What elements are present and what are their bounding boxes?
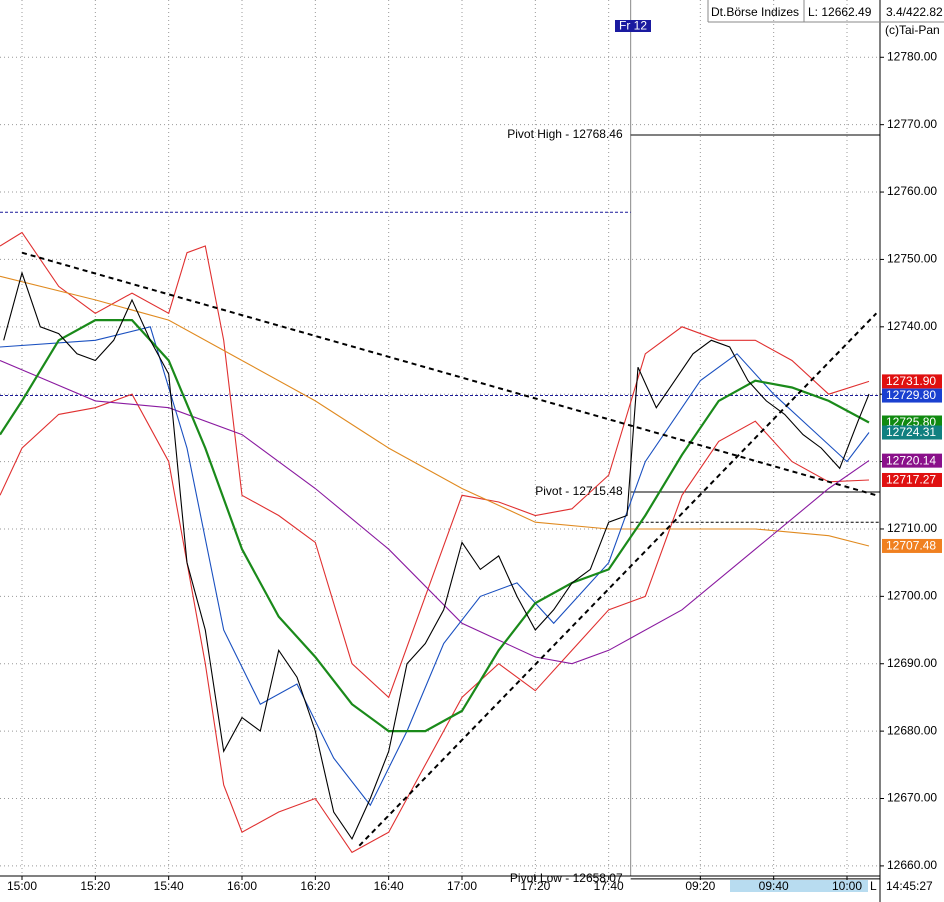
price-tag-label: 12731.90 <box>886 374 936 388</box>
stats: 3.4/422.82 <box>886 5 943 19</box>
trendline <box>21 251 877 497</box>
day: Fr 12 <box>619 19 647 33</box>
y-tick-label: 12680.00 <box>887 723 937 737</box>
pivot-label: Pivot High - 12768.46 <box>507 127 623 141</box>
y-tick-label: 12710.00 <box>887 521 937 535</box>
x-tick-label: 17:00 <box>447 879 477 893</box>
y-tick-label: 12750.00 <box>887 252 937 266</box>
price-tag <box>882 425 942 440</box>
price-tag-label: 12717.27 <box>886 473 936 487</box>
series-line <box>0 326 870 807</box>
price-tag-label: 12729.80 <box>886 388 936 402</box>
grid <box>0 0 880 876</box>
x-tick-label: 09:40 <box>759 879 789 893</box>
price-tag-label: 12707.48 <box>886 539 936 553</box>
x-tick-label: 15:00 <box>7 879 37 893</box>
y-tick-label: 12760.00 <box>887 184 937 198</box>
pivot-label: Pivot Low - 12658.07 <box>510 871 623 885</box>
y-tick-label: 12740.00 <box>887 319 937 333</box>
price-tag <box>882 374 942 389</box>
plot: Pivot High - 12768.46 Pivot - 12715.48 Piv… <box>0 127 880 885</box>
x-tick-label: 17:40 <box>594 879 624 893</box>
series-line <box>0 393 870 854</box>
y-tick-label: 12690.00 <box>887 656 937 670</box>
series-line <box>0 359 870 665</box>
x-tick-label: 16:40 <box>374 879 404 893</box>
price-tag <box>882 388 942 403</box>
x-tick-label: 15:40 <box>154 879 184 893</box>
low: L: 12662.49 <box>808 5 872 19</box>
day-badge <box>615 20 651 32</box>
y-tick-label: 12700.00 <box>887 589 937 603</box>
y-tick-label: 12770.00 <box>887 117 937 131</box>
series-line <box>3 271 870 841</box>
price-tag <box>882 472 942 487</box>
x-tick-label: 16:00 <box>227 879 257 893</box>
price-tag <box>882 453 942 468</box>
price-tag <box>882 538 942 553</box>
y-tick-label: 12780.00 <box>887 49 937 63</box>
series-line <box>0 231 870 699</box>
pivot-label: Pivot - 12715.48 <box>535 484 623 498</box>
y-tick-label: 12660.00 <box>887 858 937 872</box>
y-tick-label: 12670.00 <box>887 791 937 805</box>
price-tag-label: 12724.31 <box>886 425 936 439</box>
x-tick-label: 09:20 <box>685 879 715 893</box>
series-line <box>0 275 870 547</box>
clock: 14:45:27 <box>886 879 933 893</box>
x-tick-label: 16:20 <box>300 879 330 893</box>
time-scroll[interactable] <box>730 880 868 892</box>
scale-mode[interactable]: L <box>870 879 877 893</box>
x-tick-label: 17:20 <box>520 879 550 893</box>
price-tag-label: 12720.14 <box>886 453 936 467</box>
brand: (c)Tai-Pan <box>885 23 940 37</box>
trendline <box>358 312 878 847</box>
x-tick-label: 15:20 <box>80 879 110 893</box>
series-line <box>0 319 870 733</box>
x-tick-label: 10:00 <box>832 879 862 893</box>
source: Dt.Börse Indizes <box>711 5 799 19</box>
